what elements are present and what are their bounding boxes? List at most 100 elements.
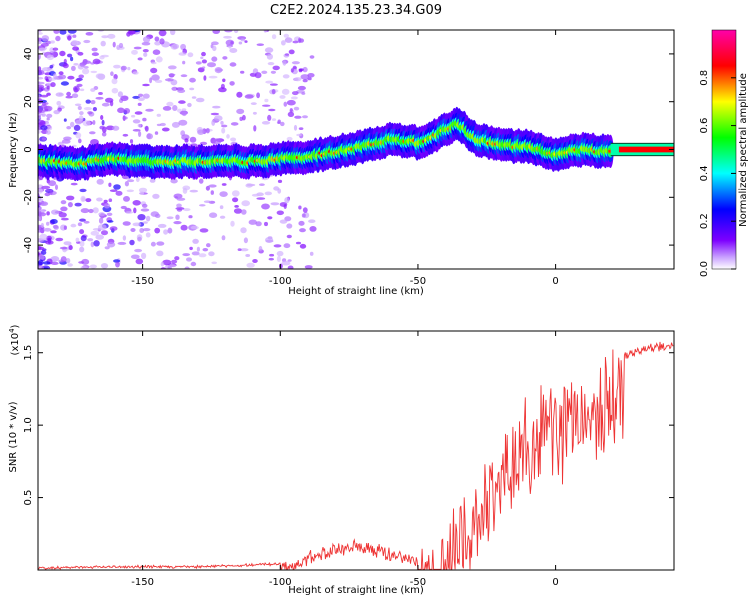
speckle bbox=[78, 115, 84, 122]
speckle bbox=[206, 243, 211, 248]
speckle bbox=[298, 68, 304, 72]
speckle bbox=[288, 49, 295, 55]
speckle bbox=[256, 197, 266, 200]
speckle bbox=[43, 102, 49, 105]
speckle bbox=[142, 36, 151, 43]
speckle bbox=[192, 238, 199, 244]
speckle bbox=[154, 213, 161, 218]
speckle bbox=[41, 185, 51, 190]
speckle bbox=[50, 230, 57, 234]
speckle bbox=[190, 225, 199, 230]
speckle bbox=[208, 184, 217, 188]
speckle bbox=[90, 88, 96, 92]
speckle bbox=[211, 56, 218, 62]
speckle bbox=[101, 230, 108, 236]
speckle bbox=[191, 96, 197, 99]
speckle bbox=[58, 71, 64, 76]
y-tick-label: 1.5 bbox=[23, 345, 34, 361]
speckle bbox=[240, 70, 245, 74]
speckle bbox=[51, 209, 59, 215]
speckle bbox=[38, 188, 43, 194]
speckle bbox=[154, 227, 161, 234]
speckle bbox=[46, 235, 52, 241]
speckle bbox=[92, 207, 99, 214]
speckle bbox=[108, 198, 113, 202]
speckle bbox=[111, 87, 119, 94]
speckle bbox=[70, 121, 75, 128]
speckle bbox=[201, 51, 206, 57]
speckle bbox=[138, 131, 142, 137]
speckle bbox=[90, 100, 96, 105]
speckle bbox=[225, 39, 235, 46]
speckle bbox=[39, 120, 46, 127]
speckle bbox=[101, 131, 107, 137]
speckle bbox=[158, 30, 167, 37]
speckle bbox=[290, 68, 294, 73]
speckle bbox=[137, 97, 145, 101]
speckle bbox=[302, 79, 308, 83]
speckle bbox=[283, 101, 288, 107]
speckle bbox=[244, 40, 248, 43]
speckle bbox=[45, 130, 51, 135]
speckle bbox=[180, 74, 188, 78]
speckle bbox=[281, 88, 290, 95]
speckle bbox=[96, 197, 103, 202]
speckle bbox=[307, 73, 315, 78]
speckle bbox=[281, 260, 291, 266]
speckle bbox=[262, 104, 271, 107]
speckle bbox=[103, 203, 111, 209]
colorbar-tick-label: 0.2 bbox=[699, 213, 710, 229]
speckle bbox=[298, 205, 302, 210]
speckle bbox=[279, 202, 288, 207]
speckle bbox=[67, 30, 77, 34]
speckle bbox=[40, 125, 48, 131]
speckle bbox=[280, 121, 285, 127]
speckle bbox=[46, 117, 50, 121]
speckle bbox=[201, 59, 207, 64]
speckle bbox=[38, 47, 46, 52]
speckle bbox=[50, 40, 55, 44]
speckle bbox=[163, 229, 169, 235]
y-tick-label: 1.0 bbox=[23, 417, 34, 433]
speckle bbox=[149, 77, 153, 84]
speckle bbox=[38, 32, 43, 35]
speckle bbox=[240, 38, 245, 42]
speckle bbox=[199, 228, 209, 233]
speckle bbox=[244, 94, 254, 99]
speckle bbox=[77, 51, 84, 56]
x-tick-label: -100 bbox=[269, 577, 292, 588]
speckle bbox=[122, 235, 127, 241]
speckle bbox=[292, 66, 297, 69]
speckle bbox=[87, 238, 94, 242]
speckle bbox=[239, 248, 249, 252]
speckle bbox=[294, 115, 302, 119]
speckle bbox=[177, 89, 186, 93]
speckle bbox=[101, 119, 105, 126]
speckle bbox=[229, 62, 237, 67]
speckle bbox=[162, 259, 172, 266]
speckle bbox=[181, 108, 187, 111]
speckle bbox=[39, 201, 49, 206]
speckle bbox=[60, 81, 69, 86]
speckle bbox=[53, 110, 60, 115]
speckle bbox=[67, 53, 73, 58]
speckle bbox=[208, 251, 215, 257]
speckle bbox=[137, 57, 143, 61]
speckle bbox=[60, 206, 68, 212]
speckle bbox=[241, 200, 250, 207]
speckle bbox=[39, 94, 49, 98]
speckle bbox=[236, 91, 243, 98]
speckle bbox=[276, 250, 284, 257]
speckle bbox=[175, 214, 180, 220]
speckle bbox=[171, 259, 178, 264]
speckle bbox=[78, 74, 84, 79]
speckle bbox=[131, 49, 138, 55]
speckle bbox=[197, 129, 205, 135]
x-tick-label: 0 bbox=[552, 276, 558, 287]
speckle bbox=[79, 188, 87, 193]
speckle bbox=[42, 67, 51, 72]
snr-xlabel: Height of straight line (km) bbox=[288, 585, 424, 596]
speckle bbox=[219, 205, 224, 210]
speckle bbox=[264, 191, 272, 196]
speckle bbox=[137, 123, 142, 128]
